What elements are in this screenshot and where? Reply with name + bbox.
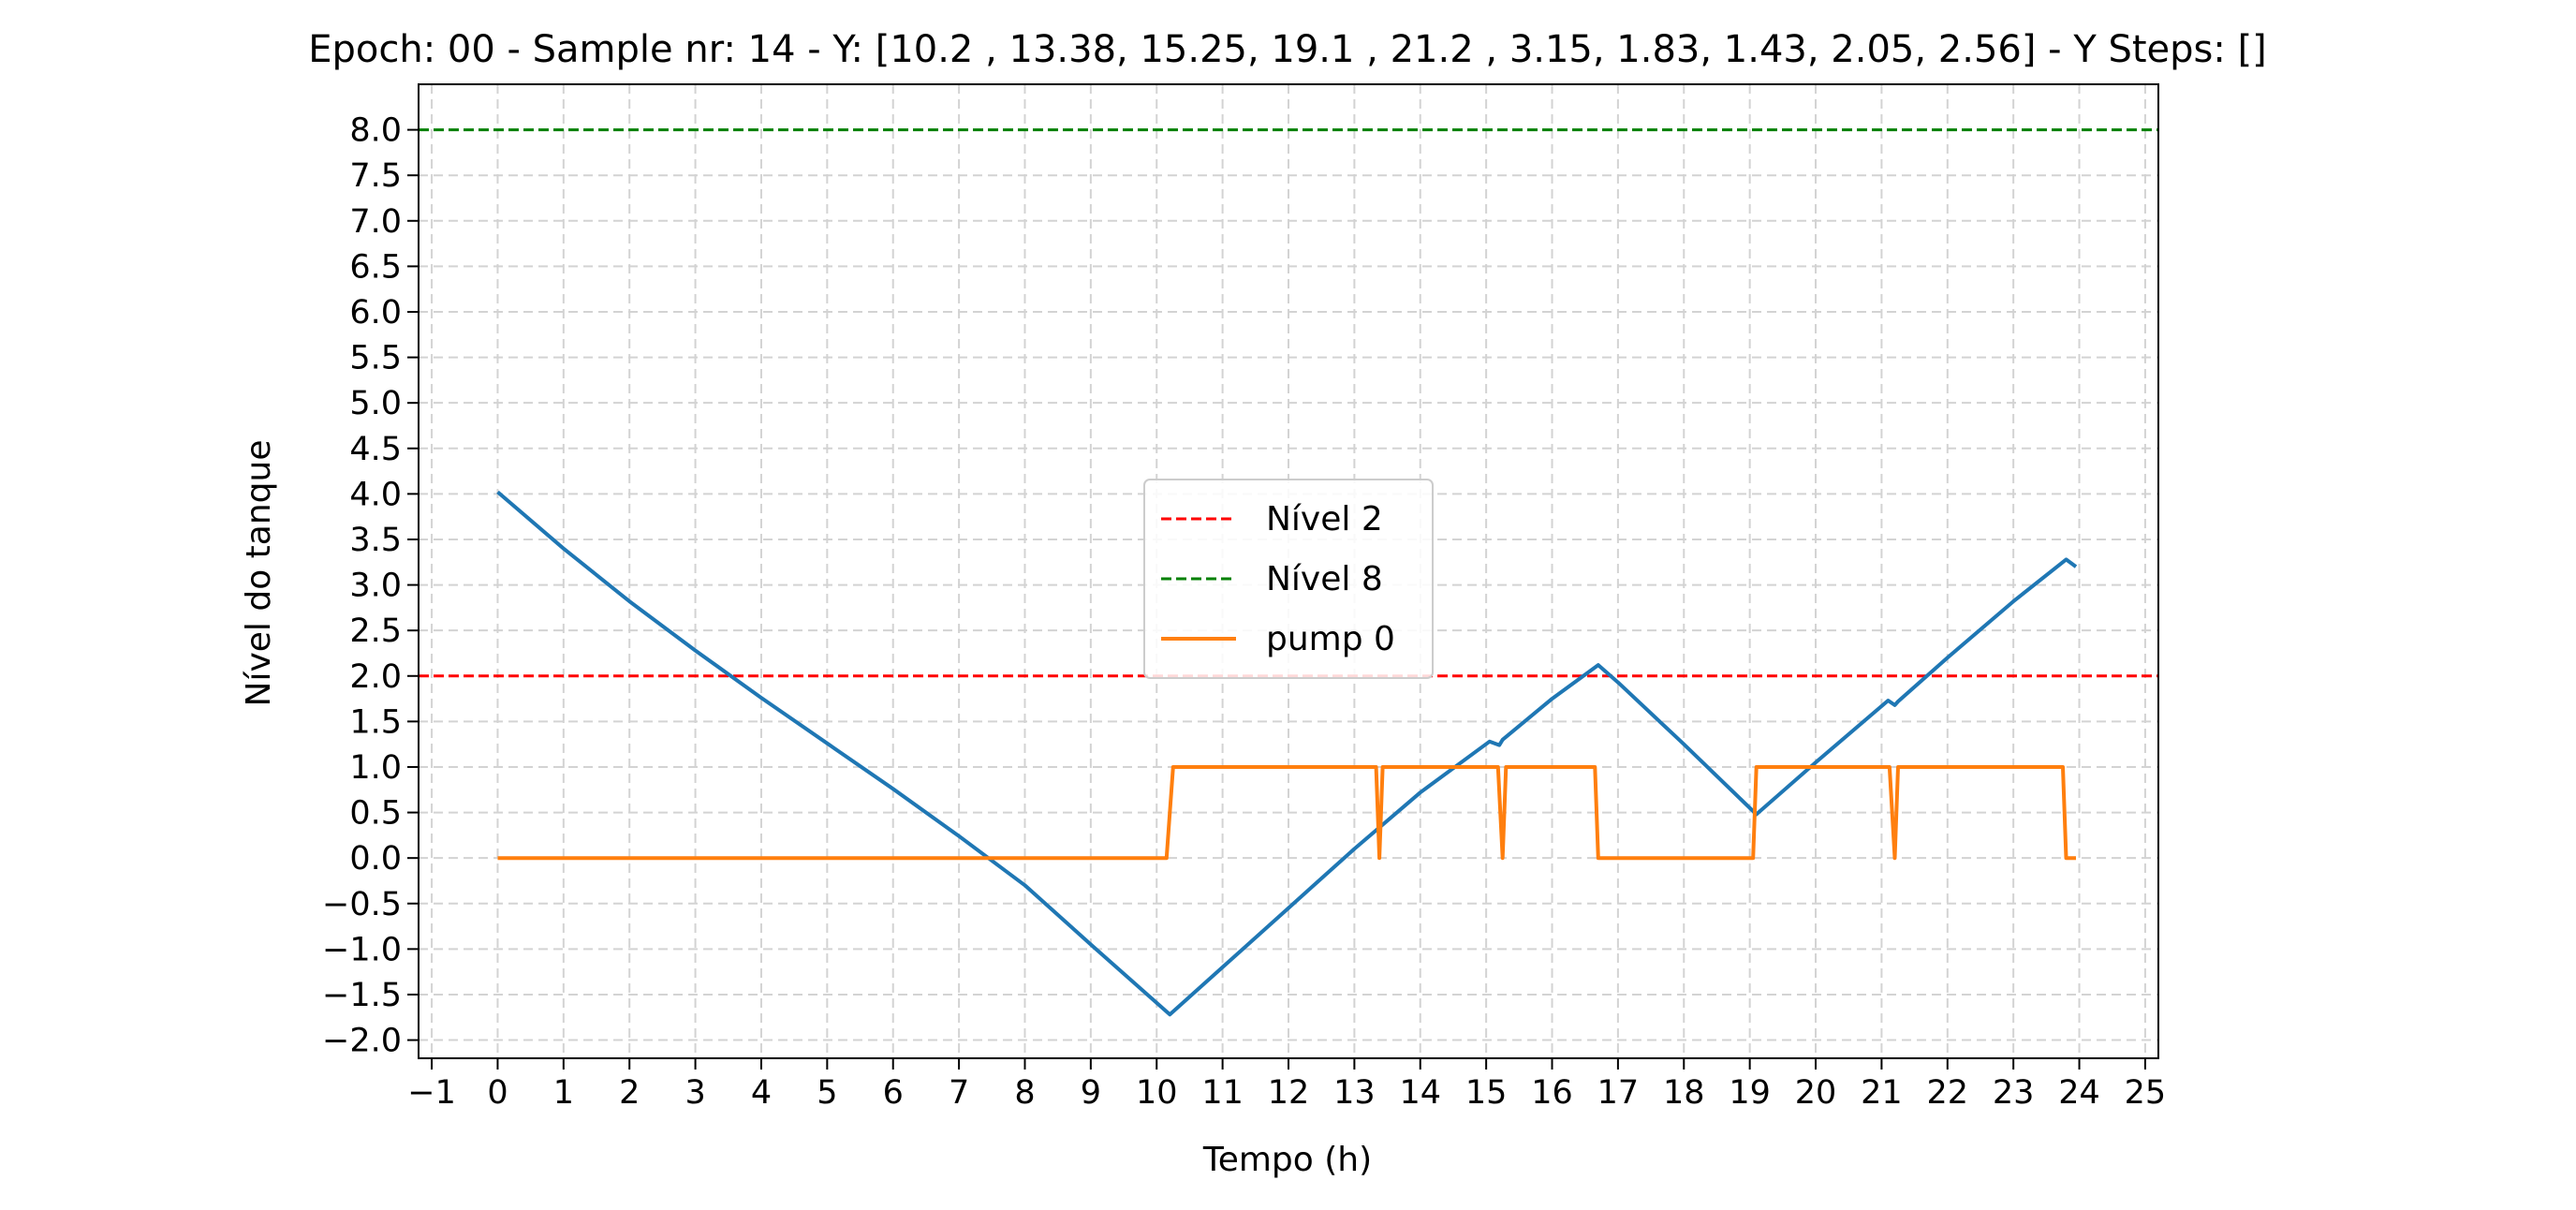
- y-tick-label: 1.0: [349, 749, 402, 787]
- x-tick-label: 15: [1465, 1074, 1508, 1112]
- x-tick-label: 9: [1081, 1074, 1101, 1112]
- y-tick-label: −1.0: [322, 931, 402, 968]
- x-axis: −1 0 1 2 3 4 5 6 7 8 9 10 11 12 13 14 15 16 17 18 19 20 21 22 23…: [407, 1058, 2166, 1112]
- y-tick-label: 3.5: [349, 522, 402, 559]
- legend-box: [1143, 479, 1434, 679]
- x-tick-label: 10: [1136, 1074, 1178, 1112]
- y-tick-label: 2.5: [349, 612, 402, 650]
- x-tick-label: 1: [553, 1074, 574, 1112]
- x-tick-label: 3: [684, 1074, 705, 1112]
- y-tick-label: 7.5: [349, 157, 402, 195]
- x-tick-label: 2: [619, 1074, 640, 1112]
- y-tick-label: −2.0: [322, 1023, 402, 1060]
- y-tick-label: 0.0: [349, 840, 402, 878]
- x-tick-label: 21: [1861, 1074, 1903, 1112]
- legend-label-pump-0: pump 0: [1266, 620, 1395, 658]
- chart-title: Epoch: 00 - Sample nr: 14 - Y: [10.2 , 1…: [308, 28, 2267, 71]
- series-lines: [496, 490, 2078, 1017]
- legend: Nível 2 Nível 8 pump 0: [1143, 479, 1434, 679]
- y-tick-label: 4.0: [349, 476, 402, 513]
- x-tick-label: 13: [1333, 1074, 1376, 1112]
- x-tick-label: 18: [1663, 1074, 1705, 1112]
- y-tick-label: −0.5: [322, 886, 402, 923]
- y-tick-label: 0.5: [349, 795, 402, 833]
- x-tick-label: 11: [1201, 1074, 1244, 1112]
- x-tick-label: 0: [487, 1074, 508, 1112]
- y-tick-label: 7.0: [349, 203, 402, 241]
- x-tick-label: 20: [1795, 1074, 1837, 1112]
- y-axis-label: Nível do tanque: [240, 440, 278, 707]
- y-tick-label: 4.5: [349, 431, 402, 468]
- x-tick-label: 19: [1729, 1074, 1771, 1112]
- x-tick-label: 7: [949, 1074, 969, 1112]
- x-tick-label: 24: [2058, 1074, 2100, 1112]
- x-tick-label: 22: [1927, 1074, 1969, 1112]
- y-tick-label: 5.5: [349, 340, 402, 377]
- y-tick-label: 8.0: [349, 112, 402, 150]
- y-tick-label: 6.5: [349, 248, 402, 286]
- legend-label-n-vel-8: Nível 8: [1266, 560, 1383, 598]
- x-tick-label: 16: [1531, 1074, 1573, 1112]
- series-line-pump-0: [497, 765, 2076, 861]
- x-tick-label: 23: [1993, 1074, 2035, 1112]
- y-axis: −2.0 −1.5 −1.0 −0.5 0.0 0.5 1.0 1.5 2.0 2.5 3.0 3.5…: [322, 112, 419, 1060]
- x-tick-label: 4: [751, 1074, 772, 1112]
- y-tick-label: 3.0: [349, 568, 402, 605]
- x-tick-label: 5: [817, 1074, 837, 1112]
- x-tick-label: 8: [1014, 1074, 1035, 1112]
- x-tick-label: 12: [1268, 1074, 1310, 1112]
- y-tick-label: −1.5: [322, 977, 402, 1014]
- x-axis-label: Tempo (h): [1202, 1141, 1372, 1179]
- x-tick-label: 6: [883, 1074, 904, 1112]
- x-tick-label: 14: [1399, 1074, 1441, 1112]
- y-tick-label: 2.0: [349, 658, 402, 696]
- y-tick-label: 1.5: [349, 703, 402, 741]
- series-line-level-0: [496, 490, 2078, 1017]
- x-tick-label: −1: [407, 1074, 456, 1112]
- y-tick-label: 6.0: [349, 294, 402, 332]
- x-tick-label: 17: [1597, 1074, 1640, 1112]
- y-tick-label: 5.0: [349, 385, 402, 422]
- x-tick-label: 25: [2125, 1074, 2167, 1112]
- legend-label-n-vel-2: Nível 2: [1266, 500, 1383, 539]
